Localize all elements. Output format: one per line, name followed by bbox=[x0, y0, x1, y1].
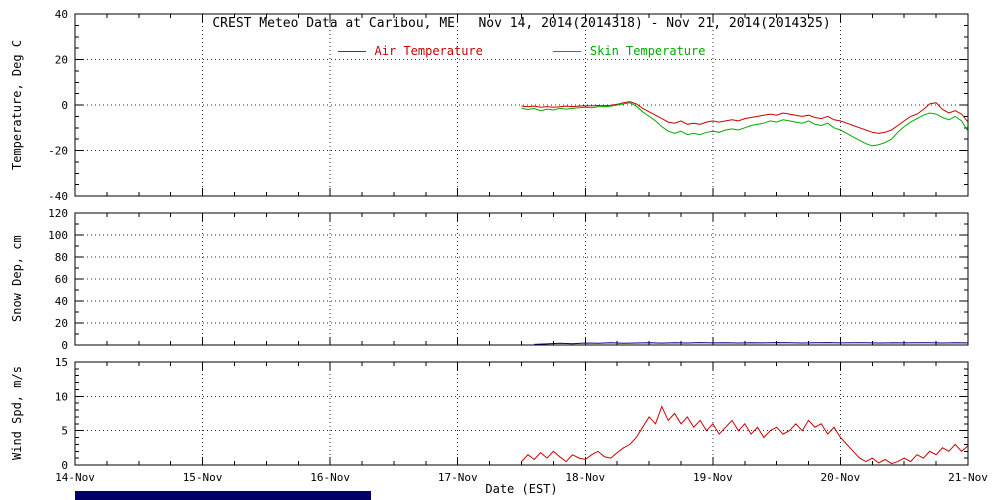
svg-text:20: 20 bbox=[55, 54, 68, 67]
snow-depth-panel: 0 20 40 60 80 100 120 bbox=[48, 207, 969, 350]
temperature-y-axis-label: Temperature, Deg C bbox=[10, 39, 24, 170]
svg-text:21-Nov: 21-Nov bbox=[948, 471, 988, 484]
svg-text:0: 0 bbox=[61, 459, 68, 472]
legend-item-skin-temperature: Skin Temperature bbox=[552, 44, 706, 58]
svg-text:120: 120 bbox=[48, 207, 68, 220]
svg-text:0: 0 bbox=[61, 339, 68, 350]
bottom-artifact-bar bbox=[75, 491, 371, 500]
svg-text:-40: -40 bbox=[48, 190, 68, 203]
svg-text:40: 40 bbox=[55, 8, 68, 21]
svg-text:80: 80 bbox=[55, 251, 68, 264]
svg-text:60: 60 bbox=[55, 273, 68, 286]
skin-temperature-line-swatch bbox=[552, 50, 581, 52]
svg-text:15: 15 bbox=[55, 356, 68, 369]
svg-text:40: 40 bbox=[55, 295, 68, 308]
legend-label-skin-temperature: Skin Temperature bbox=[589, 44, 706, 58]
temperature-panel: -40 -20 0 20 40 bbox=[48, 8, 969, 203]
air-temperature-line-swatch bbox=[337, 50, 366, 52]
wind-speed-y-axis-label: Wind Spd, m/s bbox=[10, 366, 24, 460]
svg-text:5: 5 bbox=[61, 425, 68, 438]
svg-text:-20: -20 bbox=[48, 145, 68, 158]
legend-item-air-temperature: Air Temperature bbox=[337, 44, 483, 58]
svg-text:16-Nov: 16-Nov bbox=[310, 471, 350, 484]
chart-title: CREST Meteo Data at Caribou, ME Nov 14, … bbox=[212, 16, 831, 31]
svg-text:20-Nov: 20-Nov bbox=[821, 471, 861, 484]
svg-text:0: 0 bbox=[61, 99, 68, 112]
svg-text:100: 100 bbox=[48, 229, 68, 242]
legend: Air Temperature Skin Temperature bbox=[75, 44, 968, 58]
legend-label-air-temperature: Air Temperature bbox=[374, 44, 483, 58]
svg-text:14-Nov: 14-Nov bbox=[55, 471, 95, 484]
svg-text:17-Nov: 17-Nov bbox=[438, 471, 478, 484]
x-axis-label: Date (EST) bbox=[485, 482, 558, 496]
svg-text:20: 20 bbox=[55, 317, 68, 330]
svg-text:15-Nov: 15-Nov bbox=[183, 471, 223, 484]
wind-speed-panel: 0 5 10 15 14-Nov 15-Nov 16-Nov 17-Nov 18-Nov 19-N… bbox=[55, 356, 988, 484]
svg-text:19-Nov: 19-Nov bbox=[693, 471, 733, 484]
svg-text:10: 10 bbox=[55, 390, 68, 403]
svg-text:18-Nov: 18-Nov bbox=[565, 471, 605, 484]
snow-depth-y-axis-label: Snow Dep, cm bbox=[10, 235, 24, 322]
